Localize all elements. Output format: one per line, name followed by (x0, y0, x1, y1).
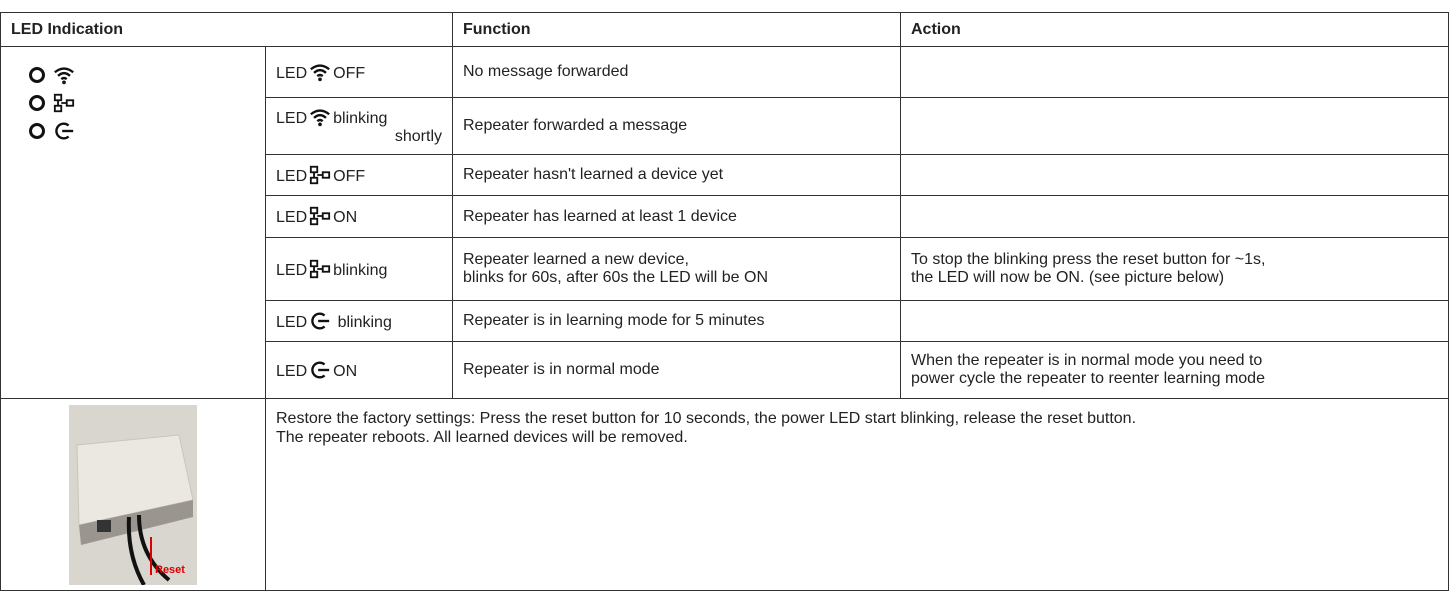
led-label: LED (276, 209, 308, 226)
state: blinking (333, 261, 388, 279)
state: shortly (394, 127, 442, 145)
device-photo: Reset (69, 405, 197, 586)
photo-cell: Reset (0, 398, 266, 591)
state: OFF (333, 64, 366, 82)
led-label: LED (276, 167, 308, 185)
photo-label: Reset (155, 564, 185, 576)
state-cell: LED ON (265, 195, 453, 238)
header-cell: LED Indication (0, 12, 453, 47)
row: LED OFF Repeater hasn't learned a device … (1, 154, 1449, 196)
action-cell: To stop the blinking press the reset but… (900, 237, 1449, 301)
action: When the repeater is in normal mode you … (911, 352, 1263, 369)
action: To stop the blinking press the reset but… (911, 251, 1266, 268)
state-cell: LED ON (265, 341, 453, 399)
function: Repeater hasn't learned a device yet (463, 166, 724, 183)
footer-row: Reset Restore the factory settings: Pres… (0, 398, 1449, 591)
led-table: LED Indication Function Action LED OFF No… (0, 12, 1449, 591)
function: blinks for 60s, after 60s the LED will b… (463, 269, 769, 286)
row: LED ON Repeater is in normal mode When th… (1, 341, 1449, 399)
led-net (29, 89, 255, 117)
row: LED blinking Repeater learned a new devic… (1, 237, 1449, 301)
action-cell: When the repeater is in normal mode you … (900, 341, 1449, 399)
state: OFF (333, 167, 366, 185)
state-cell: LED OFF (265, 46, 453, 98)
header-row: LED Indication Function Action (0, 12, 1449, 47)
state-cell: LED blinking (265, 300, 453, 342)
header-cell: Action (900, 12, 1449, 47)
state: ON (333, 362, 358, 380)
row: LED blinking Repeater is in learning mod… (1, 300, 1449, 342)
function-cell: No message forwarded (452, 46, 901, 98)
function-cell: Repeater has learned at least 1 device (452, 195, 901, 238)
footer-text-cell: Restore the factory settings: Press the … (265, 398, 1449, 591)
function: Repeater forwarded a message (463, 117, 688, 134)
function-cell: Repeater is in normal mode (452, 341, 901, 399)
led-wifi (29, 61, 255, 89)
action-cell (900, 154, 1449, 196)
action: the LED will now be ON. (see picture bel… (911, 269, 1225, 286)
function: No message forwarded (463, 63, 629, 80)
function: Repeater is in learning mode for 5 minut… (463, 312, 765, 329)
action-cell (900, 46, 1449, 98)
row: LED OFF No message forwarded (0, 46, 1449, 399)
led-label: LED (276, 64, 308, 82)
function-cell: Repeater is in learning mode for 5 minut… (452, 300, 901, 342)
function-cell: Repeater learned a new device, blinks for… (452, 237, 901, 301)
state: blinking (333, 109, 388, 127)
action: power cycle the repeater to reenter lear… (911, 370, 1265, 387)
led-indicators (0, 46, 266, 399)
footer-text: Restore the factory settings: Press the … (276, 410, 1137, 427)
action-cell (900, 195, 1449, 238)
footer-text: The repeater reboots. All learned device… (276, 429, 688, 446)
action-cell (900, 97, 1449, 155)
state-cell: LED OFF (265, 154, 453, 196)
state: blinking (337, 313, 392, 331)
led-label: LED (276, 261, 308, 279)
row: LED ON Repeater has learned at least 1 de… (1, 195, 1449, 238)
header-cell: Function (452, 12, 901, 47)
function-cell: Repeater hasn't learned a device yet (452, 154, 901, 196)
function-cell: Repeater forwarded a message (452, 97, 901, 155)
state-cell: LED blinking (265, 237, 453, 301)
function: Repeater is in normal mode (463, 361, 660, 378)
function: Repeater has learned at least 1 device (463, 207, 737, 225)
led-label: LED (276, 313, 308, 331)
action-cell (900, 300, 1449, 342)
state: ON (333, 209, 358, 226)
function: Repeater learned a new device, (463, 251, 689, 268)
state-cell: LED blinking shortly (265, 97, 453, 155)
led-label: LED (276, 362, 308, 380)
led-power (29, 117, 255, 145)
led-label: LED (276, 109, 308, 127)
